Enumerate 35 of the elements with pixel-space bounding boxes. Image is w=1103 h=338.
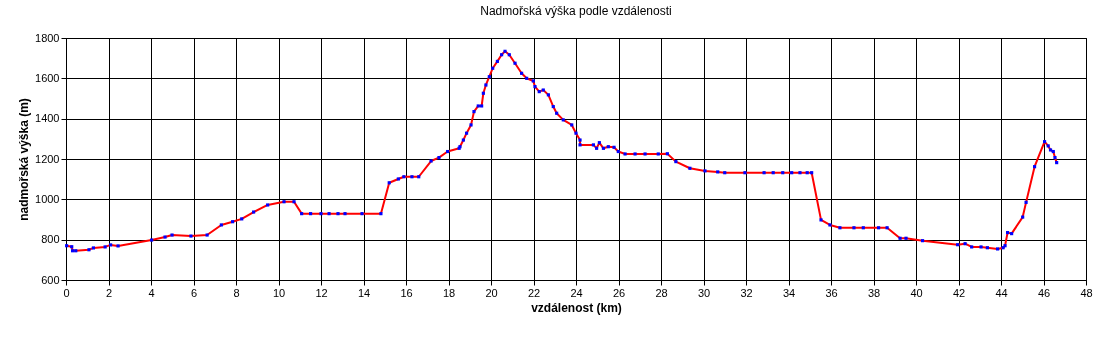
x-tick-label: 26 bbox=[612, 286, 626, 299]
y-axis-title: nadmořská výška (m) bbox=[17, 98, 32, 221]
y-tick-label: 1600 bbox=[35, 71, 60, 84]
x-tick-label: 18 bbox=[442, 286, 456, 299]
y-tick-label: 1800 bbox=[35, 31, 60, 44]
x-tick-label: 34 bbox=[782, 286, 796, 299]
x-tick-label: 44 bbox=[995, 286, 1008, 299]
x-tick-label: 16 bbox=[400, 286, 413, 299]
y-tick-label: 600 bbox=[41, 273, 60, 286]
x-tick-label: 38 bbox=[867, 286, 881, 299]
x-tick-label: 0 bbox=[63, 286, 70, 299]
chart-title: Nadmořská výška podle vzdálenosti bbox=[480, 4, 672, 18]
y-tick-label: 1400 bbox=[35, 112, 60, 125]
x-tick-label: 2 bbox=[105, 286, 113, 299]
x-tick-label: 6 bbox=[190, 286, 198, 299]
x-tick-label: 36 bbox=[825, 286, 838, 299]
x-tick-label: 32 bbox=[740, 286, 753, 299]
y-tick-label: 1200 bbox=[35, 152, 60, 165]
x-tick-label: 14 bbox=[357, 286, 371, 299]
x-tick-label: 46 bbox=[1037, 286, 1051, 299]
x-tick-label: 42 bbox=[952, 286, 966, 299]
x-tick-label: 4 bbox=[148, 286, 155, 299]
x-tick-label: 48 bbox=[1080, 286, 1093, 299]
x-tick-label: 22 bbox=[527, 286, 541, 299]
x-tick-label: 20 bbox=[485, 286, 498, 299]
x-tick-label: 28 bbox=[655, 286, 668, 299]
y-tick-label: 800 bbox=[41, 233, 60, 246]
x-tick-label: 24 bbox=[570, 286, 583, 299]
x-tick-label: 8 bbox=[233, 286, 240, 299]
x-tick-label: 30 bbox=[697, 286, 711, 299]
x-axis-title: vzdálenost (km) bbox=[531, 300, 622, 315]
x-tick-label: 40 bbox=[910, 286, 923, 299]
x-tick-label: 10 bbox=[272, 286, 286, 299]
x-tick-label: 12 bbox=[315, 286, 328, 299]
y-tick-label: 1000 bbox=[35, 192, 60, 205]
